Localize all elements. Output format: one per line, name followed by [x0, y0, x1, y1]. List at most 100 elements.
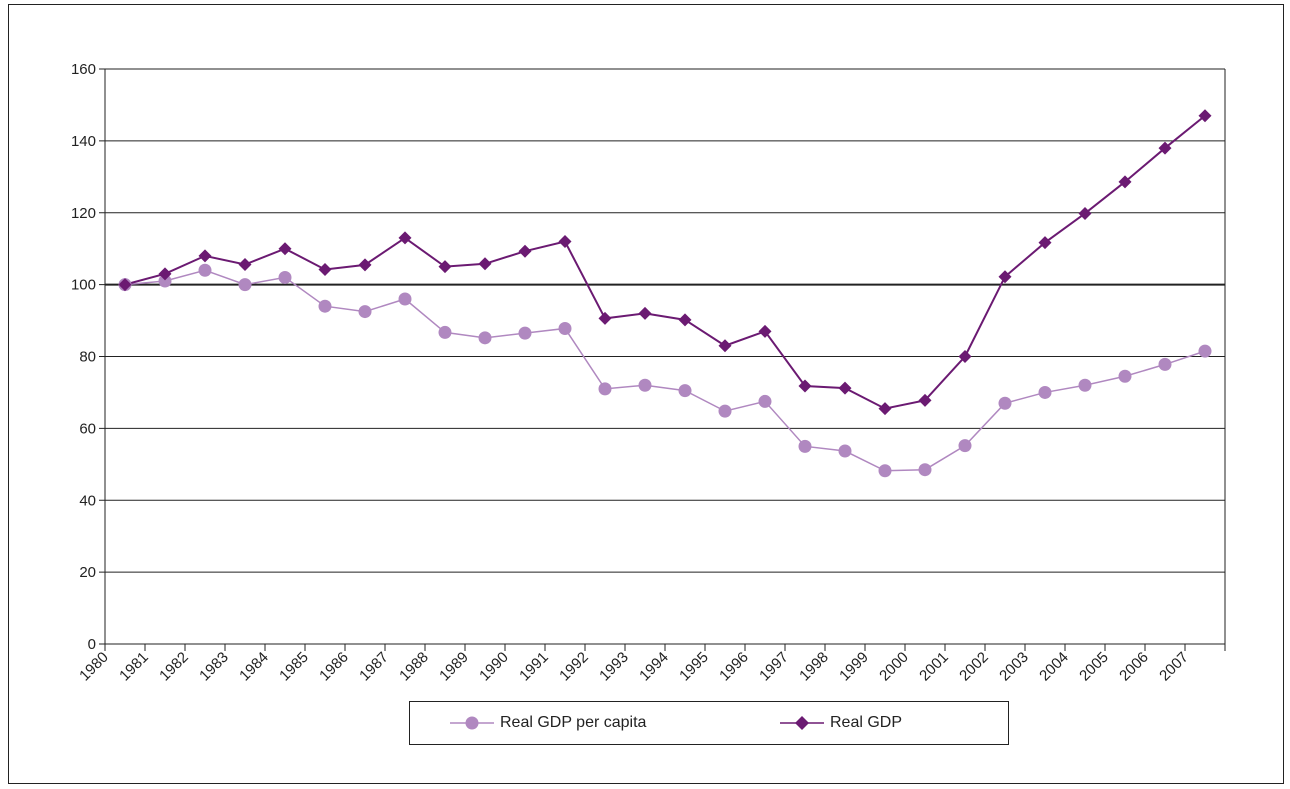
data-point-real-gdp — [398, 231, 412, 245]
x-tick-label: 1986 — [316, 649, 352, 685]
data-point-real-gdp — [998, 270, 1012, 284]
data-point-real-gdp-per-capita — [158, 274, 172, 288]
data-point-real-gdp-per-capita — [198, 263, 212, 277]
data-point-real-gdp-per-capita — [1158, 357, 1172, 371]
y-tick-label: 80 — [79, 349, 96, 366]
data-point-real-gdp — [318, 263, 332, 277]
data-point-real-gdp-per-capita — [758, 394, 772, 408]
data-point-real-gdp — [358, 258, 372, 272]
data-point-real-gdp-per-capita — [638, 378, 652, 392]
x-tick-label: 1997 — [756, 649, 792, 685]
series-line-real-gdp-per-capita — [124, 269, 1206, 472]
y-tick-label: 140 — [71, 133, 96, 150]
data-point-real-gdp — [158, 267, 172, 281]
x-tick-label: 2001 — [916, 649, 952, 685]
x-tick-label: 1991 — [516, 649, 552, 685]
x-tick-label: 1993 — [596, 649, 632, 685]
x-tick-label: 1994 — [636, 649, 672, 685]
data-point-real-gdp-per-capita — [358, 305, 372, 319]
data-point-real-gdp-per-capita — [838, 444, 852, 458]
x-tick-label: 1989 — [436, 649, 472, 685]
data-point-real-gdp — [958, 350, 972, 363]
data-point-real-gdp — [1038, 236, 1052, 250]
x-tick-label: 1988 — [396, 649, 432, 685]
data-point-real-gdp-per-capita — [918, 463, 932, 477]
data-point-real-gdp — [438, 260, 452, 274]
data-point-real-gdp-per-capita — [238, 278, 252, 292]
y-tick-label: 20 — [79, 564, 96, 581]
chart-frame: 0 20 40 60 80 100 120 140 160 1980 1981 1982 1983 198… — [8, 4, 1284, 784]
legend-item-real-gdp-per-capita: Real GDP per capita — [450, 702, 646, 744]
data-point-real-gdp-per-capita — [878, 464, 892, 478]
data-point-real-gdp-per-capita — [958, 439, 972, 453]
x-tick-label: 1996 — [716, 649, 752, 685]
x-tick-label: 1998 — [796, 649, 832, 685]
data-point-real-gdp-per-capita — [1038, 385, 1052, 399]
y-tick-label: 40 — [79, 492, 96, 509]
x-tick-label: 2007 — [1156, 649, 1192, 685]
x-tick-label: 1995 — [676, 649, 712, 685]
data-point-real-gdp — [1158, 141, 1172, 155]
legend-marker-diamond — [780, 716, 824, 730]
x-tick-label: 1983 — [196, 649, 232, 685]
data-point-real-gdp-per-capita — [318, 299, 332, 313]
data-point-real-gdp — [1078, 206, 1092, 220]
data-point-real-gdp — [118, 278, 132, 292]
x-tick-label: 1990 — [476, 649, 512, 685]
data-point-real-gdp — [678, 313, 692, 327]
x-tick-label: 1992 — [556, 649, 592, 685]
data-point-real-gdp — [638, 306, 652, 320]
x-tick-label: 1987 — [356, 649, 392, 685]
y-tick-label: 100 — [71, 277, 96, 294]
data-point-real-gdp-per-capita — [558, 321, 572, 335]
legend-label: Real GDP per capita — [500, 714, 647, 731]
y-tick-label: 60 — [79, 420, 96, 437]
data-point-real-gdp — [1118, 175, 1132, 189]
x-tick-label: 1999 — [836, 649, 872, 685]
data-point-real-gdp — [758, 324, 772, 338]
x-tick-label: 1980 — [76, 649, 112, 685]
data-point-real-gdp-per-capita — [1198, 344, 1212, 358]
x-tick-label: 1984 — [236, 649, 272, 685]
x-tick-label: 1981 — [116, 649, 152, 685]
y-tick-label: 160 — [71, 61, 96, 78]
data-point-real-gdp-per-capita — [438, 325, 452, 339]
data-point-real-gdp-per-capita — [678, 384, 692, 398]
data-point-real-gdp-per-capita — [998, 396, 1012, 410]
x-tick-label: 2002 — [956, 649, 992, 685]
x-tick-label: 2000 — [876, 649, 912, 685]
data-point-real-gdp — [798, 379, 812, 393]
data-point-real-gdp — [1198, 109, 1212, 123]
legend-item-real-gdp: Real GDP — [780, 702, 902, 744]
series-line-real-gdp — [124, 114, 1206, 410]
x-tick-label: 2004 — [1036, 649, 1072, 685]
data-point-real-gdp-per-capita — [1118, 369, 1132, 383]
legend: Real GDP per capita Real GDP — [409, 701, 1009, 745]
data-point-real-gdp-per-capita — [598, 382, 612, 396]
data-point-real-gdp — [558, 235, 572, 248]
y-tick-label: 0 — [88, 636, 96, 653]
data-point-real-gdp-per-capita — [398, 292, 412, 306]
data-point-real-gdp-per-capita — [278, 270, 292, 284]
x-tick-label: 2003 — [996, 649, 1032, 685]
legend-marker-circle — [450, 716, 494, 730]
data-point-real-gdp — [838, 381, 852, 395]
data-point-real-gdp — [278, 242, 292, 256]
data-point-real-gdp — [718, 339, 732, 353]
y-tick-label: 120 — [71, 205, 96, 222]
data-point-real-gdp — [918, 393, 932, 407]
data-point-real-gdp-per-capita — [478, 331, 492, 345]
x-tick-label: 1985 — [276, 649, 312, 685]
data-point-real-gdp-per-capita — [1078, 378, 1092, 392]
data-point-real-gdp — [878, 402, 892, 416]
legend-label: Real GDP — [830, 714, 903, 731]
x-tick-label: 2005 — [1076, 649, 1112, 685]
x-tick-label: 1982 — [156, 649, 192, 685]
data-point-real-gdp — [238, 258, 252, 271]
data-point-real-gdp — [598, 311, 612, 325]
data-point-real-gdp-per-capita — [518, 326, 532, 340]
data-point-real-gdp — [198, 249, 212, 263]
x-tick-label: 2006 — [1116, 649, 1152, 685]
data-point-real-gdp-per-capita — [718, 404, 732, 418]
